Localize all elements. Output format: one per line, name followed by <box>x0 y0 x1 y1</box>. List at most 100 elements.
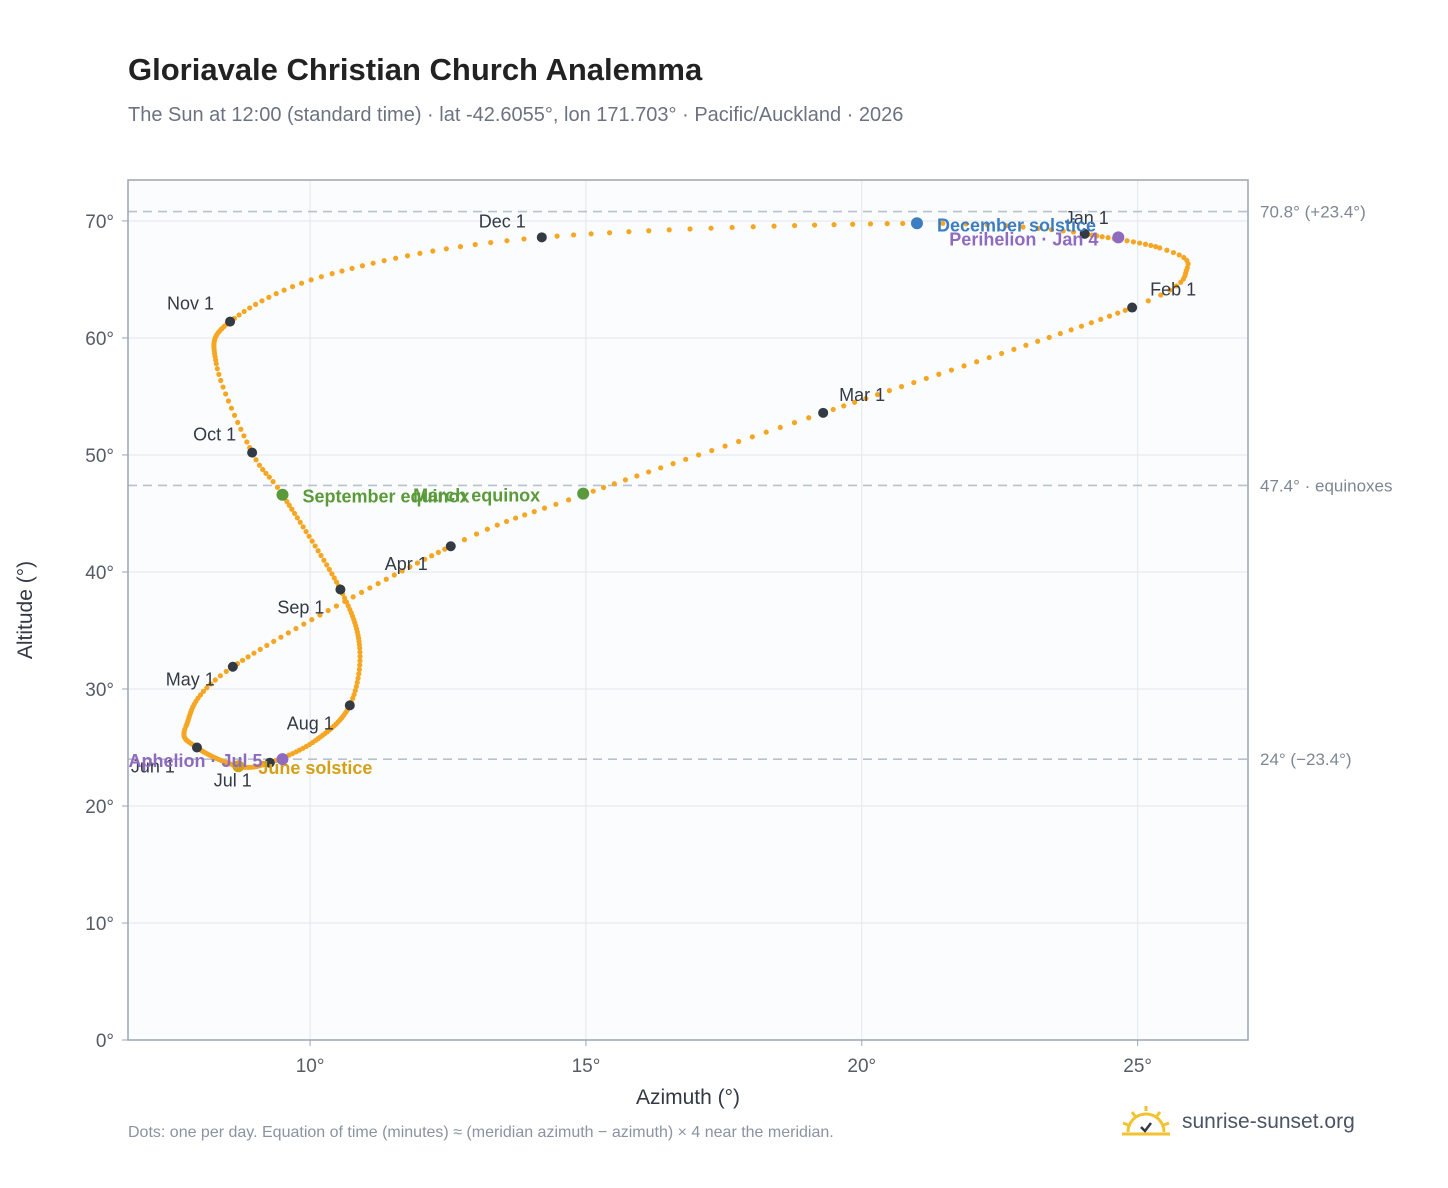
x-axis-label: Azimuth (°) <box>636 1086 740 1109</box>
day-dot <box>285 630 291 636</box>
day-dot <box>812 222 818 228</box>
day-dot <box>1035 225 1041 231</box>
month-label: Feb 1 <box>1150 280 1196 300</box>
day-dot <box>228 405 235 411</box>
day-dot <box>244 439 250 445</box>
day-dot <box>831 222 837 228</box>
day-dot <box>257 646 263 652</box>
day-dot <box>356 671 362 677</box>
day-dot <box>329 271 335 277</box>
day-dot <box>626 229 632 235</box>
day-dot <box>948 367 955 373</box>
day-dot <box>414 560 421 566</box>
day-dot <box>217 673 223 679</box>
day-dot <box>1089 232 1095 238</box>
day-dot <box>1157 245 1163 251</box>
day-dot <box>301 621 307 627</box>
day-dot <box>443 246 449 252</box>
x-tick-label: 15° <box>572 1056 601 1077</box>
reference-line-label: 47.4° · equinoxes <box>1260 476 1393 495</box>
day-dot <box>622 477 629 483</box>
day-dot <box>553 501 559 507</box>
day-dot <box>208 681 214 687</box>
day-dot <box>1178 279 1184 285</box>
day-dot <box>381 258 387 264</box>
day-dot <box>1158 292 1164 298</box>
day-dot <box>1130 239 1137 245</box>
event-label: September equinox <box>302 487 469 507</box>
month-marker <box>335 584 346 595</box>
day-dot <box>324 562 330 568</box>
day-dot <box>670 461 676 467</box>
day-dot <box>294 515 300 521</box>
day-dot <box>220 384 226 390</box>
brand[interactable]: sunrise-sunset.org <box>1120 1104 1355 1140</box>
chart-subtitle: The Sun at 12:00 (standard time) · lat -… <box>128 104 904 126</box>
month-label: Apr 1 <box>385 554 428 574</box>
day-dot <box>900 220 906 227</box>
event-marker <box>577 487 590 500</box>
y-tick-label: 40° <box>85 563 114 584</box>
day-dot <box>297 519 303 525</box>
day-dot <box>204 685 210 691</box>
day-dot <box>407 564 413 570</box>
day-dot <box>422 556 428 562</box>
day-dot <box>251 650 257 656</box>
day-dot <box>329 571 335 577</box>
day-dot <box>260 466 266 473</box>
day-dot <box>484 526 490 532</box>
day-dot <box>646 228 652 234</box>
day-dot <box>708 225 714 231</box>
day-dot <box>729 224 735 231</box>
day-dot <box>521 236 527 242</box>
event-label: December solstice <box>937 215 1096 235</box>
brand-text: sunrise-sunset.org <box>1182 1110 1355 1133</box>
day-dot <box>1094 233 1100 239</box>
day-dot <box>200 688 206 695</box>
day-dot <box>771 223 777 229</box>
day-dot <box>611 481 617 487</box>
day-dot <box>963 221 969 227</box>
month-label: Jan 1 <box>1065 208 1109 228</box>
x-tick-label: 20° <box>847 1056 876 1077</box>
month-marker <box>225 316 236 327</box>
day-dot <box>1023 342 1029 348</box>
event-marker <box>276 753 289 766</box>
day-dot <box>266 474 272 480</box>
day-dot <box>321 557 327 563</box>
day-dot <box>1142 241 1149 247</box>
day-dot <box>1035 338 1041 344</box>
day-dot <box>1020 224 1026 230</box>
event-marker <box>1112 231 1125 244</box>
y-tick-label: 30° <box>85 680 114 701</box>
month-label: May 1 <box>166 670 215 690</box>
day-dot <box>252 301 259 307</box>
day-dot <box>936 371 942 377</box>
day-dot <box>457 244 464 250</box>
day-dot <box>399 568 405 574</box>
month-marker <box>1079 228 1090 239</box>
reference-line-label: 24° (−23.4°) <box>1260 750 1352 769</box>
day-dot <box>225 398 232 404</box>
day-dot <box>241 433 247 439</box>
day-dot <box>461 537 468 543</box>
day-dot <box>974 359 980 365</box>
month-label: Sep 1 <box>277 598 324 618</box>
day-dot <box>303 528 309 535</box>
day-dot <box>289 284 296 290</box>
day-dot <box>256 462 263 468</box>
day-dot <box>278 634 284 640</box>
day-dot <box>570 232 577 238</box>
y-tick-label: 70° <box>85 212 114 233</box>
day-dot <box>359 263 366 269</box>
day-dot <box>318 552 324 559</box>
day-dot <box>886 388 892 394</box>
day-dot <box>1070 229 1077 235</box>
day-dot <box>696 452 702 458</box>
day-dot <box>736 438 742 445</box>
day-dot <box>238 426 244 432</box>
plot-area <box>128 180 1248 1040</box>
plot-frame <box>127 179 1249 1041</box>
chart-title: Gloriavale Christian Church Analemma <box>128 52 703 87</box>
event-label: Perihelion · Jan 4 <box>949 229 1098 249</box>
